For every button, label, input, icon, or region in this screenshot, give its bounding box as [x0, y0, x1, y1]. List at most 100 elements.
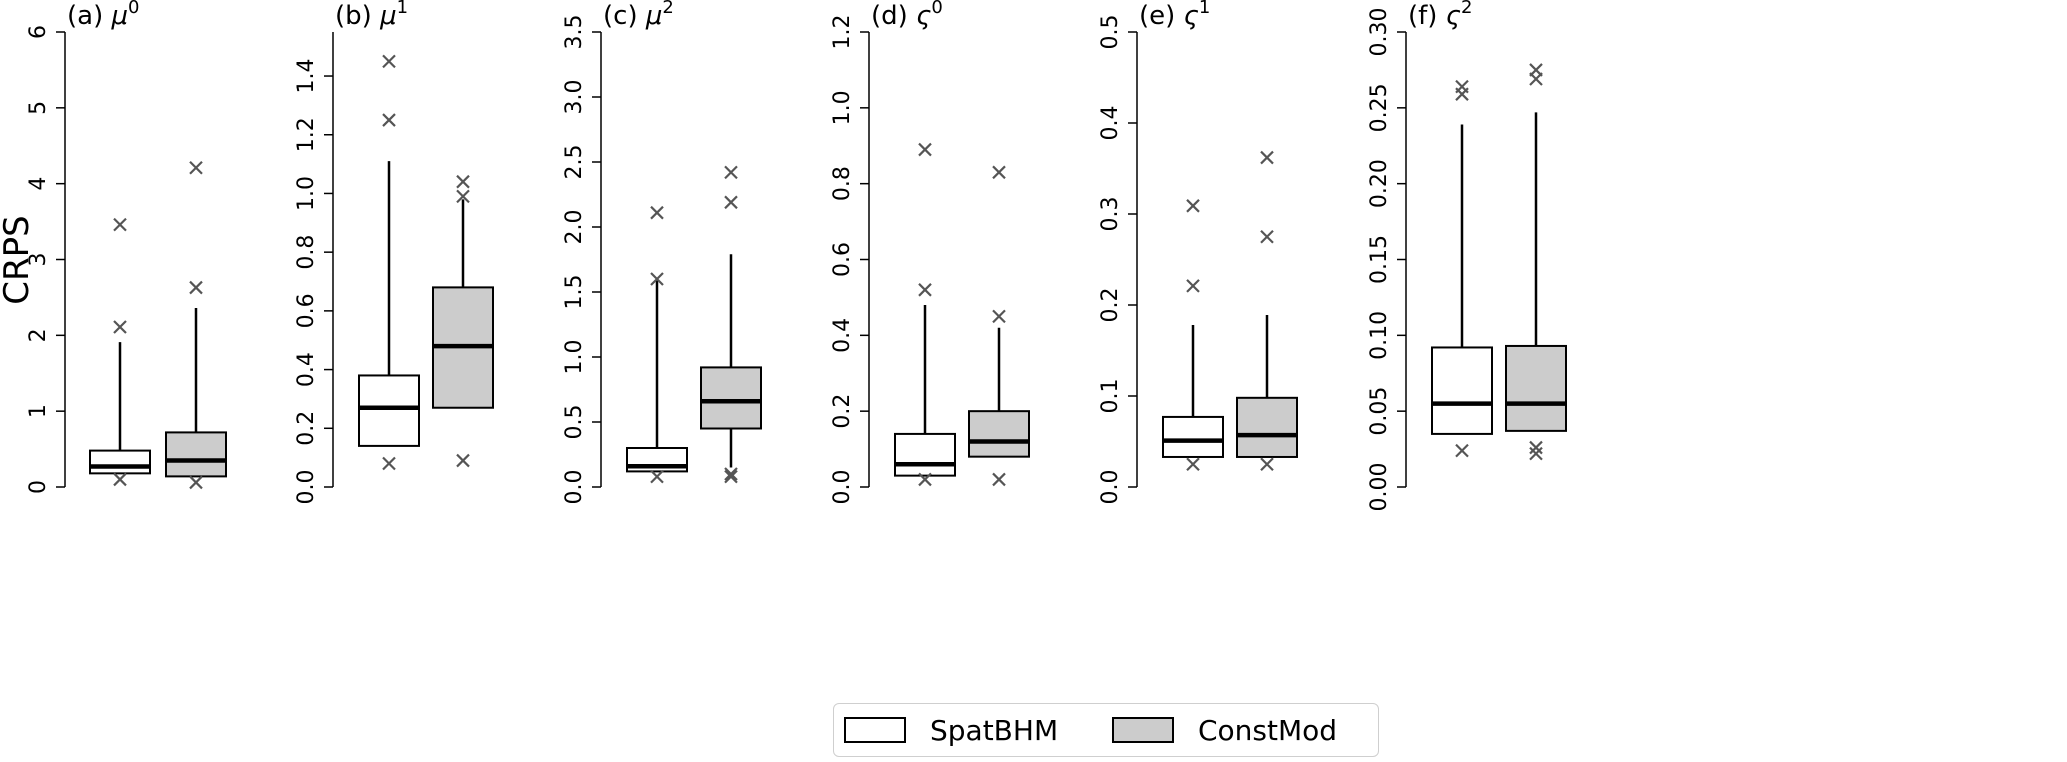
y-tick-label: 0.6: [294, 293, 319, 328]
panel-title-prefix: (a): [67, 1, 111, 31]
y-tick-label: 0.00: [1367, 463, 1392, 512]
outlier-marker-spatbhm: [1186, 457, 1200, 472]
y-tick-label: 1.5: [562, 275, 587, 310]
outlier-marker-constmod: [1260, 150, 1274, 165]
y-tick-label: 0.8: [830, 166, 855, 201]
y-tick-label: 1.2: [294, 117, 319, 152]
box-constmod: [968, 410, 1030, 458]
y-tick-label: 0.1: [1098, 379, 1123, 414]
panel-title-superscript: 0: [931, 0, 942, 18]
y-axis-label: CRPS: [0, 215, 37, 304]
outlier-marker-constmod: [724, 469, 738, 484]
box-constmod: [165, 431, 227, 478]
y-tick-label: 5: [26, 101, 51, 115]
box-spatbhm: [894, 432, 956, 477]
y-tick-label: 2: [26, 328, 51, 342]
outlier-marker-constmod: [1529, 446, 1543, 461]
y-tick-label: 6: [26, 25, 51, 39]
outlier-marker-spatbhm: [382, 456, 396, 471]
outlier-marker-constmod: [992, 309, 1006, 324]
panel-title-e: (e) ς1: [1139, 0, 1210, 31]
y-tick-label: 0.25: [1367, 83, 1392, 132]
y-tick-label: 0.4: [294, 352, 319, 387]
outlier-marker-spatbhm: [650, 469, 664, 484]
outlier-marker-constmod: [456, 189, 470, 204]
y-tick-label: 0.3: [1098, 197, 1123, 232]
y-tick-label: 0: [26, 480, 51, 494]
y-tick-label: 0.5: [1098, 15, 1123, 50]
legend-item-spatbhm: SpatBHM: [844, 713, 1059, 747]
outlier-marker-constmod: [1260, 457, 1274, 472]
outlier-marker-spatbhm: [1186, 279, 1200, 293]
panel-title-c: (c) μ2: [603, 0, 674, 31]
y-tick-label: 0.05: [1367, 387, 1392, 436]
panel-c: (c) μ2 0.0 0.5 1.0 1.5 2.0 2.5 3.0 3.5: [562, 0, 762, 505]
panel-title-symbol: μ: [645, 1, 663, 31]
box-constmod: [1236, 396, 1298, 458]
outlier-marker-spatbhm: [382, 113, 396, 127]
panel-title-superscript: 1: [397, 0, 408, 18]
panel-title-symbol: ς: [1184, 1, 1199, 31]
y-tick-label: 0.2: [294, 411, 319, 446]
outlier-marker-spatbhm: [113, 472, 127, 487]
panel-title-prefix: (f): [1408, 1, 1446, 31]
y-tick-label: 1.2: [830, 15, 855, 50]
y-tick-label: 3.0: [562, 80, 587, 115]
outlier-marker-spatbhm: [918, 283, 932, 297]
panel-title-d: (d) ς0: [871, 0, 943, 31]
outlier-marker-spatbhm: [650, 272, 664, 286]
y-tick-label: 1.0: [294, 176, 319, 211]
outlier-marker-constmod: [189, 160, 203, 175]
outlier-marker-constmod: [992, 165, 1006, 180]
outlier-marker-spatbhm: [113, 217, 127, 232]
y-tick-label: 2.0: [562, 210, 587, 245]
legend-item-constmod: ConstMod: [1112, 713, 1338, 747]
box-spatbhm: [1162, 415, 1224, 458]
y-tick-label: 1: [26, 404, 51, 418]
panel-d: (d) ς0 0.0 0.2 0.4 0.6 0.8 1.0 1.2: [830, 0, 1030, 505]
outlier-marker-constmod: [456, 453, 470, 468]
legend-swatch-spatbhm: [844, 717, 906, 743]
panel-title-a: (a) μ0: [67, 0, 139, 31]
panel-title-symbol: μ: [379, 1, 397, 31]
panel-title-symbol: ς: [916, 1, 931, 31]
y-tick-label: 0.0: [830, 470, 855, 505]
box-spatbhm: [358, 374, 420, 447]
y-tick-label: 1.4: [294, 59, 319, 94]
y-tick-label: 0.5: [562, 405, 587, 440]
outlier-marker-spatbhm: [1455, 443, 1469, 458]
panel-title-prefix: (d): [871, 1, 916, 31]
y-tick-label: 3: [26, 253, 51, 267]
legend-label-spatbhm: SpatBHM: [930, 713, 1059, 747]
y-tick-label: 0.0: [294, 470, 319, 505]
y-tick-label: 0.10: [1367, 311, 1392, 360]
outlier-marker-constmod: [189, 280, 203, 295]
outlier-marker-constmod: [1529, 72, 1543, 86]
outlier-marker-spatbhm: [113, 320, 127, 334]
panel-title-symbol: ς: [1446, 1, 1461, 31]
y-tick-label: 0.6: [830, 242, 855, 277]
legend: SpatBHM ConstMod: [833, 703, 1379, 757]
panel-title-superscript: 0: [128, 0, 139, 18]
y-tick-label: 1.0: [562, 340, 587, 375]
outlier-marker-constmod: [992, 472, 1006, 487]
outlier-marker-constmod: [189, 475, 203, 490]
y-tick-label: 0.0: [1098, 470, 1123, 505]
panel-title-superscript: 2: [1461, 0, 1472, 18]
panel-title-prefix: (c): [603, 1, 646, 31]
outlier-marker-spatbhm: [1186, 199, 1200, 213]
y-tick-label: 3.5: [562, 15, 587, 50]
box-constmod: [1505, 344, 1567, 432]
y-tick-label: 0.2: [1098, 288, 1123, 323]
panel-title-prefix: (b): [335, 1, 380, 31]
panel-title-superscript: 2: [662, 0, 673, 18]
legend-swatch-constmod: [1112, 717, 1174, 743]
y-tick-label: 0.4: [830, 318, 855, 353]
legend-label-constmod: ConstMod: [1198, 713, 1338, 747]
outlier-marker-constmod: [724, 165, 738, 180]
outlier-marker-constmod: [1529, 440, 1543, 455]
box-spatbhm: [89, 449, 151, 475]
